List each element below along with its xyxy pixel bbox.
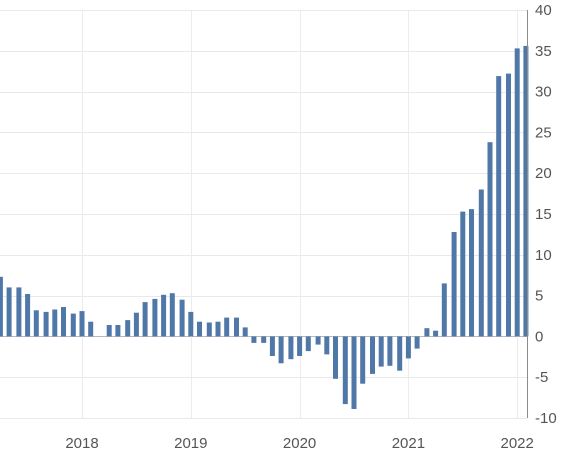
bar	[234, 317, 239, 337]
bar	[79, 311, 85, 337]
bar	[305, 336, 311, 352]
bar	[224, 317, 230, 337]
bar	[133, 312, 139, 337]
bar	[106, 325, 112, 337]
bar	[169, 293, 175, 337]
bar	[487, 142, 493, 337]
bar	[333, 336, 338, 379]
bar	[251, 336, 257, 343]
gridlines	[0, 10, 527, 419]
bar	[278, 336, 284, 364]
bar	[125, 320, 131, 337]
y-tick-label: 5	[535, 288, 543, 305]
y-tick-label: -10	[535, 410, 557, 427]
y-tick-label: 35	[535, 43, 552, 60]
bar	[261, 336, 267, 343]
x-tick-label: 2018	[65, 435, 98, 452]
bar	[451, 232, 457, 337]
bar	[288, 336, 294, 360]
bar	[142, 302, 148, 337]
bar	[197, 321, 202, 337]
bar	[6, 287, 12, 337]
bar	[342, 336, 348, 405]
bar	[397, 336, 403, 371]
bar	[424, 328, 430, 337]
x-tick-label: 2019	[174, 435, 207, 452]
x-tick-label: 2020	[283, 435, 316, 452]
bar	[478, 189, 484, 337]
y-tick-label: 10	[535, 247, 552, 264]
axes: -10 -5 0 5 10 15 20 25 30 35 40 2018 2019 2020 2021 202…	[65, 2, 556, 452]
bar	[242, 327, 248, 337]
bar	[115, 325, 121, 337]
bar	[16, 287, 22, 337]
bar	[188, 311, 194, 337]
bar-series	[0, 45, 529, 409]
bar	[496, 76, 502, 337]
bar	[25, 294, 31, 337]
bar	[43, 311, 49, 337]
y-tick-label: 25	[535, 124, 552, 141]
y-tick-label: 0	[535, 328, 543, 345]
y-tick-label: -5	[535, 369, 548, 386]
bar	[514, 48, 520, 337]
bar	[414, 336, 420, 349]
bar	[460, 211, 466, 337]
bar	[378, 336, 384, 367]
bar	[0, 276, 3, 337]
bar	[297, 336, 303, 356]
bar	[52, 309, 58, 337]
bar	[269, 336, 275, 356]
bar	[523, 45, 529, 337]
bar	[70, 313, 76, 337]
bar	[88, 321, 94, 337]
bar	[206, 322, 212, 337]
bar	[33, 310, 39, 337]
bar	[405, 336, 411, 359]
y-tick-label: 15	[535, 206, 552, 223]
bar	[161, 294, 167, 337]
bar	[351, 336, 357, 409]
y-tick-label: 40	[535, 2, 552, 19]
y-tick-label: 30	[535, 84, 552, 101]
bar	[370, 336, 375, 374]
bar	[469, 209, 474, 337]
bar	[441, 283, 447, 337]
bar	[387, 336, 393, 366]
bar	[433, 330, 439, 337]
bar	[179, 299, 185, 337]
x-tick-label: 2021	[392, 435, 425, 452]
bar	[324, 336, 330, 355]
y-tick-label: 20	[535, 165, 552, 182]
bar	[360, 336, 366, 384]
bar	[506, 73, 511, 337]
bar	[315, 336, 321, 345]
bar	[61, 307, 66, 337]
bar	[215, 321, 221, 337]
bar	[152, 298, 158, 337]
x-tick-label: 2022	[501, 435, 534, 452]
